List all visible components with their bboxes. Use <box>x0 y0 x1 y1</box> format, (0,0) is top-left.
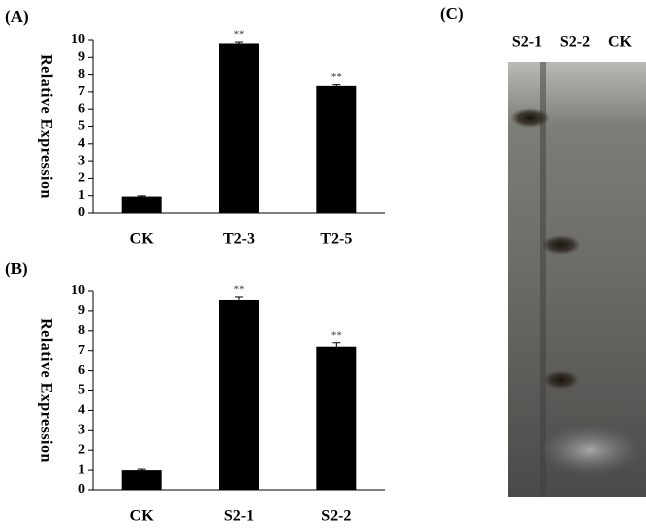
y-tick-label: 3 <box>78 423 85 438</box>
bar <box>219 43 259 214</box>
error-bar <box>137 468 146 472</box>
y-tick-label: 6 <box>78 101 85 116</box>
y-axis-label: Relative Expression <box>37 318 54 463</box>
lane-label: CK <box>608 34 633 51</box>
y-tick-label: 6 <box>78 363 85 378</box>
y-tick-label: 2 <box>78 442 85 457</box>
gel-image <box>508 62 646 497</box>
x-tick-label: CK <box>130 508 155 525</box>
error-bar <box>332 342 341 351</box>
y-tick-label: 1 <box>78 462 85 477</box>
y-tick-label: 1 <box>78 188 85 203</box>
error-bar <box>332 84 341 88</box>
y-tick-label: 7 <box>78 343 85 358</box>
significance-label: ** <box>234 29 245 41</box>
panel-label: (A) <box>5 7 29 26</box>
x-tick-label: S2-1 <box>224 508 254 525</box>
bar <box>121 470 162 490</box>
error-bar <box>235 296 243 303</box>
y-tick-label: 9 <box>78 50 85 65</box>
lane-label: S2-1 <box>512 34 542 51</box>
x-tick-label: T2-5 <box>320 231 352 248</box>
y-tick-label: 4 <box>78 136 85 151</box>
y-tick-label: 8 <box>78 323 85 338</box>
y-tick-label: 4 <box>78 403 85 418</box>
panel-label: (B) <box>5 259 28 278</box>
significance-label: ** <box>331 71 342 83</box>
error-bar <box>137 195 146 198</box>
bar <box>121 196 162 213</box>
bar <box>316 85 357 213</box>
y-tick-label: 5 <box>78 383 85 398</box>
y-tick-label: 8 <box>78 67 85 82</box>
y-tick-label: 9 <box>78 303 85 318</box>
lane-label: S2-2 <box>560 34 590 51</box>
y-tick-label: 0 <box>78 482 85 497</box>
y-tick-label: 7 <box>78 84 85 99</box>
bar <box>219 299 259 490</box>
y-tick-label: 10 <box>71 32 85 47</box>
significance-label: ** <box>331 329 342 341</box>
y-tick-label: 3 <box>78 153 85 168</box>
x-tick-label: S2-2 <box>321 508 351 525</box>
error-bar <box>235 41 243 45</box>
y-tick-label: 2 <box>78 171 85 186</box>
x-tick-label: T2-3 <box>223 231 255 248</box>
x-tick-label: CK <box>130 231 155 248</box>
panel-label: (C) <box>440 4 464 23</box>
y-tick-label: 0 <box>78 205 85 220</box>
y-axis-label: Relative Expression <box>37 54 54 199</box>
y-tick-label: 5 <box>78 119 85 134</box>
y-tick-label: 10 <box>71 283 85 298</box>
significance-label: ** <box>234 284 245 296</box>
bar <box>316 346 357 490</box>
